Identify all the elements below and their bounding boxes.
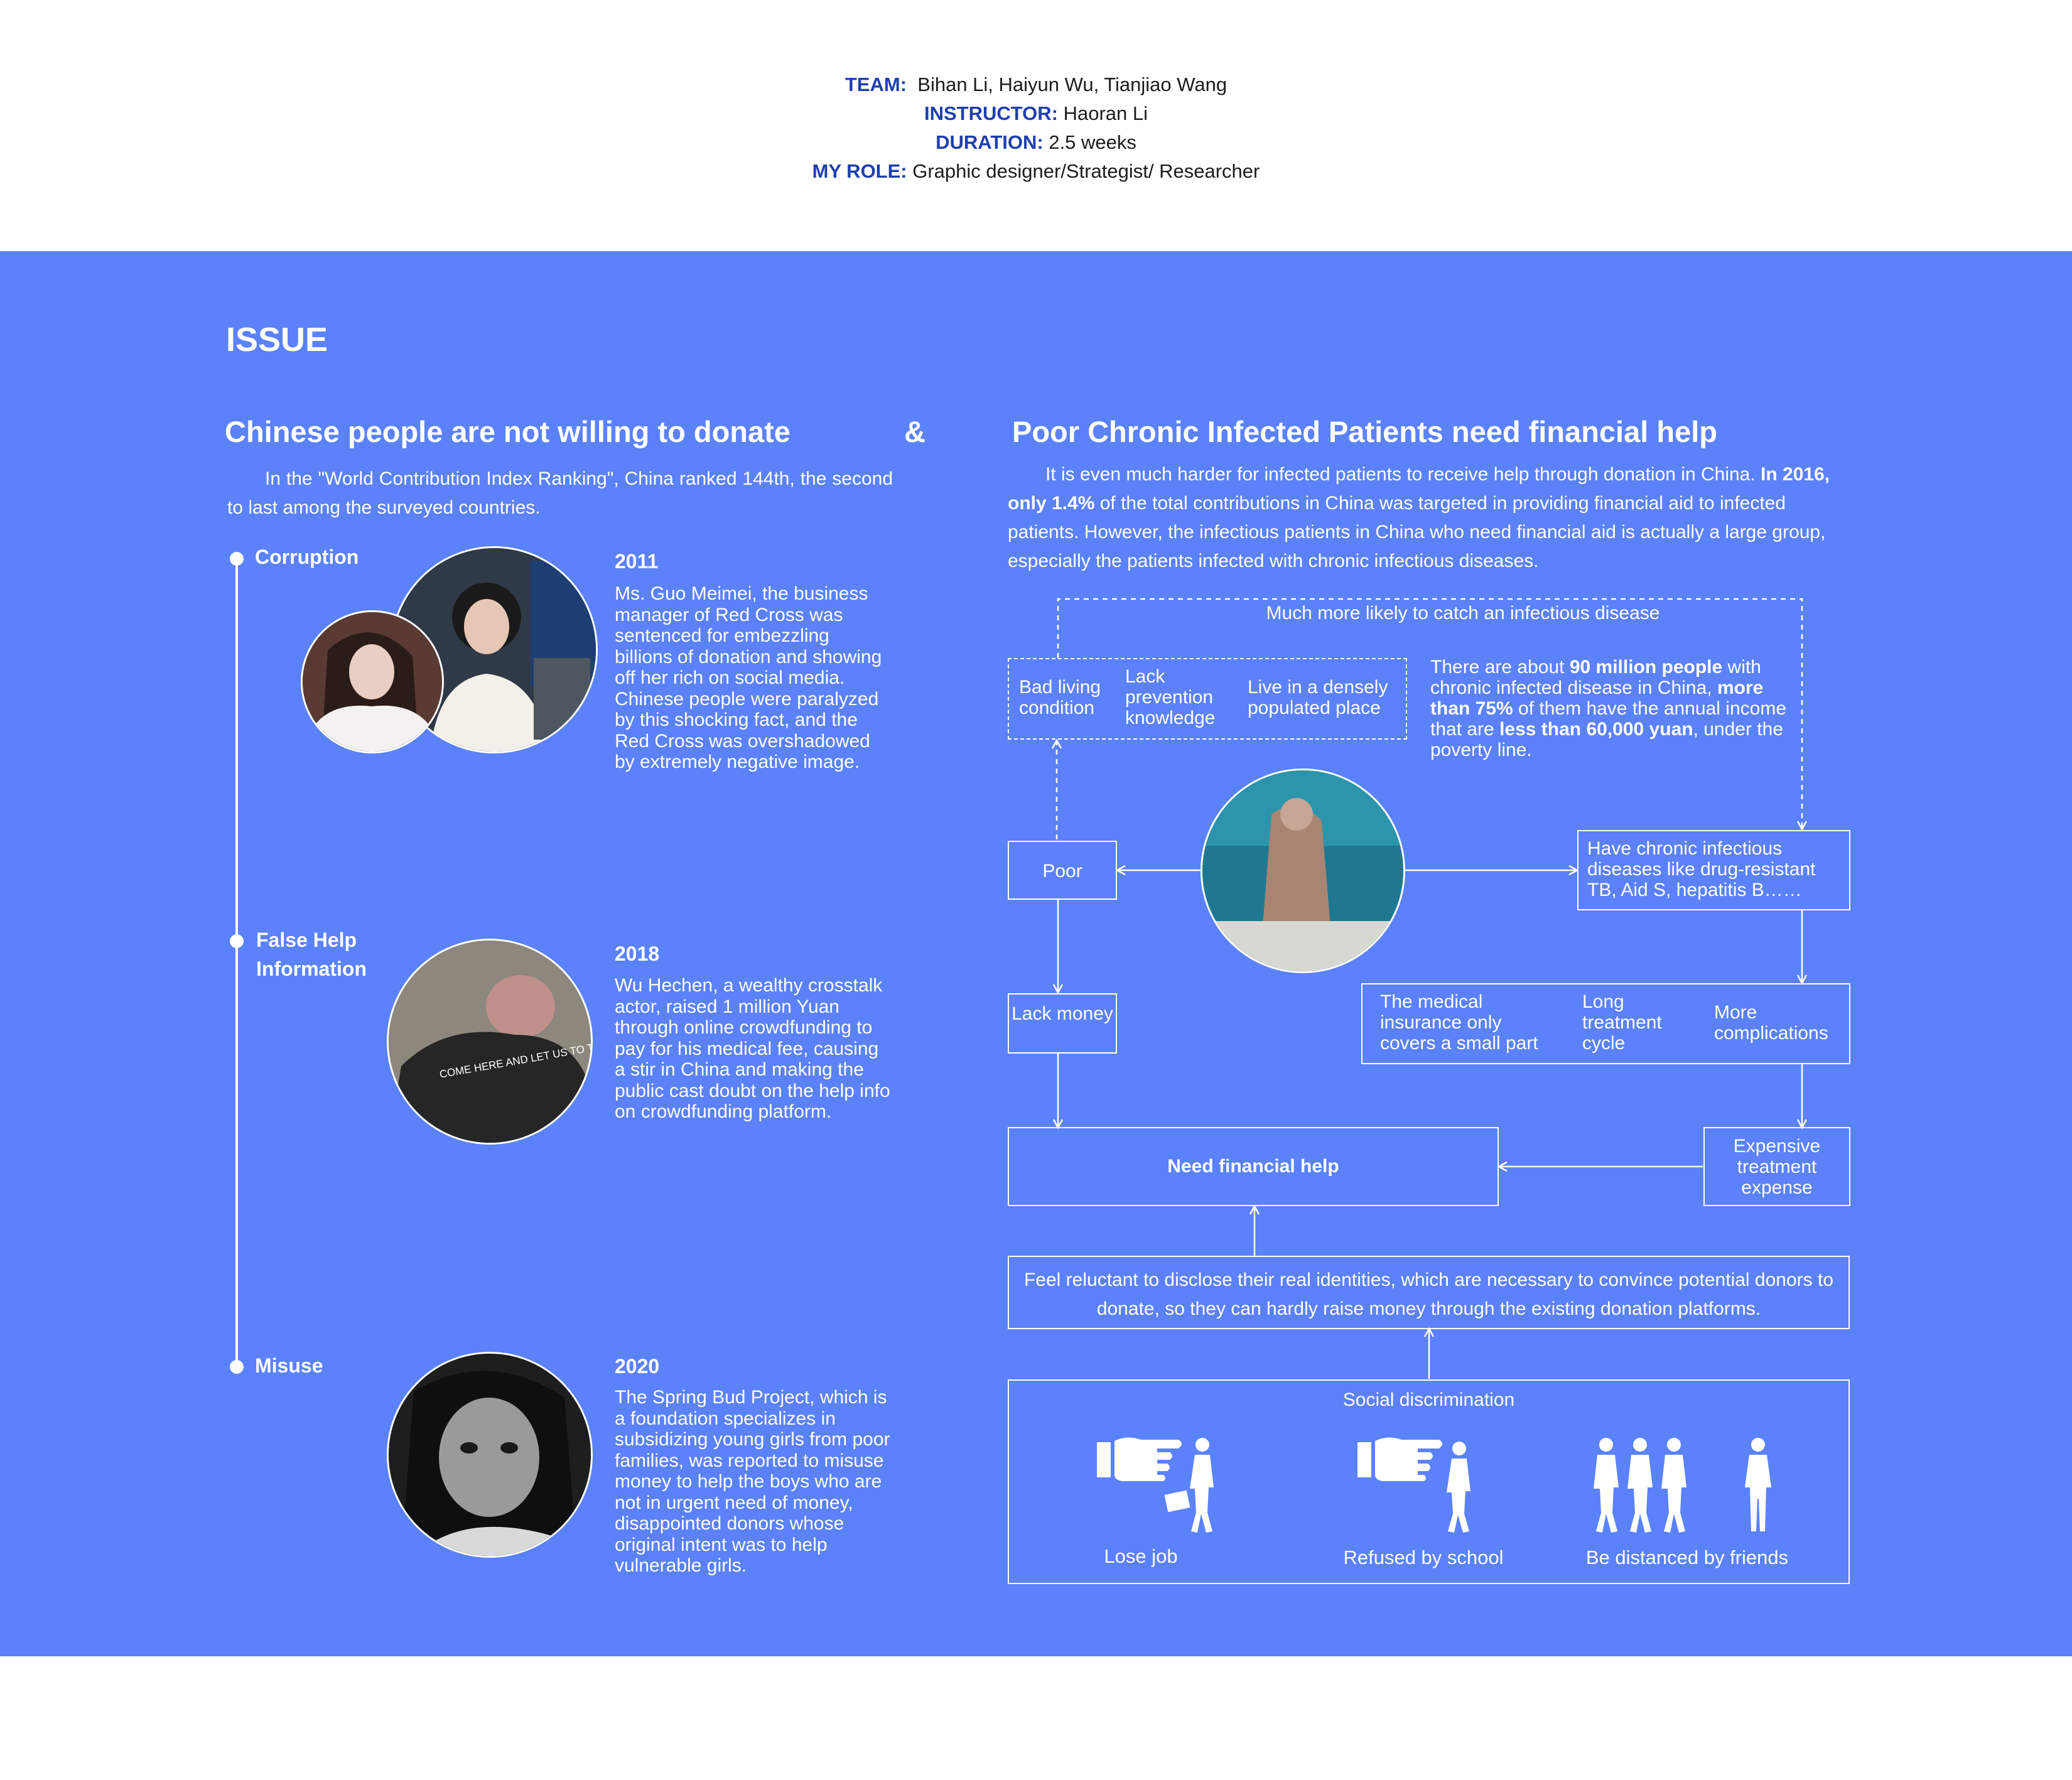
section-title: ISSUE	[226, 321, 328, 359]
duration-label: DURATION:	[936, 131, 1044, 153]
timeline-label-misuse: Misuse	[255, 1354, 323, 1377]
stat-bold-3: less than 60,000 yuan	[1499, 719, 1693, 740]
timeline-label-corruption: Corruption	[255, 546, 359, 568]
story-2020: The Spring Bud Project, which is a found…	[615, 1387, 890, 1576]
expensive-treatment-label: Expensive treatment expense	[1733, 1136, 1821, 1198]
ampersand: &	[904, 415, 925, 448]
photo-wu-hechen: COME HERE AND LET US TO THR	[387, 939, 593, 1145]
timeline-line	[235, 559, 238, 1367]
role-label: MY ROLE:	[812, 160, 907, 182]
role-row: MY ROLE: Graphic designer/Strategist/ Re…	[0, 157, 2072, 186]
social-discrimination-box: Social discrimination	[1008, 1379, 1850, 1584]
stat-text-1: There are about	[1430, 657, 1570, 677]
lack-money-label: Lack money	[1012, 1003, 1113, 1024]
refused-by-school-icon	[1357, 1437, 1470, 1533]
project-credits: TEAM: Bihan Li, Haiyun Wu, Tianjiao Wang…	[0, 70, 2072, 186]
insurance-label: The medical insurance only covers a smal…	[1380, 991, 1538, 1054]
poverty-stat: There are about 90 million people with c…	[1430, 657, 1794, 760]
timeline-dot-false-help	[230, 934, 244, 948]
team-value: Bihan Li, Haiyun Wu, Tianjiao Wang	[917, 73, 1228, 95]
story-2011: Ms. Guo Meimei, the business manager of …	[615, 583, 882, 772]
team-row: TEAM: Bihan Li, Haiyun Wu, Tianjiao Wang	[0, 70, 2072, 99]
timeline-dot-corruption	[230, 552, 244, 566]
left-intro: In the "World Contribution Index Ranking…	[227, 468, 893, 518]
timeline-label-false-help: False Help Information	[256, 925, 367, 983]
right-heading: Poor Chronic Infected Patients need fina…	[1012, 415, 1717, 448]
need-financial-help-label: Need financial help	[1167, 1156, 1339, 1177]
complications-label: More complications	[1714, 1002, 1828, 1044]
year-2020: 2020	[615, 1355, 660, 1378]
team-label: TEAM:	[844, 73, 907, 95]
photo-patient	[1201, 769, 1405, 973]
treatment-factors-box: The medical insurance only covers a smal…	[1361, 983, 1850, 1064]
top-dashed-label: Much more likely to catch an infectious …	[1266, 603, 1660, 623]
chronic-disease-label: Have chronic infectious diseases like dr…	[1587, 838, 1816, 900]
timeline-label-false-help-line2: Information	[256, 957, 367, 980]
story-2018: Wu Hechen, a wealthy crosstalk actor, ra…	[615, 975, 890, 1122]
cause-dense-population: Live in a densely populated place	[1248, 677, 1388, 718]
instructor-label: INSTRUCTOR:	[924, 102, 1058, 124]
duration-row: DURATION: 2.5 weeks	[0, 128, 2072, 157]
lose-job-label: Lose job	[1104, 1545, 1178, 1567]
year-2018: 2018	[615, 942, 660, 965]
stat-bold-1: 90 million people	[1569, 657, 1723, 677]
lose-job-icon	[1097, 1437, 1214, 1533]
timeline-dot-misuse	[230, 1360, 244, 1374]
long-treatment-label: Long treatment cycle	[1582, 991, 1662, 1054]
left-heading: Chinese people are not willing to donate	[225, 415, 790, 448]
duration-value: 2.5 weeks	[1049, 131, 1136, 153]
right-intro-1: It is even much harder for infected pati…	[1045, 464, 1756, 485]
year-2011: 2011	[615, 550, 659, 573]
stat-text-4: , under the poverty line.	[1430, 719, 1784, 760]
instructor-value: Haoran Li	[1063, 102, 1148, 124]
group-of-friends-icon	[1594, 1438, 1686, 1533]
right-intro: It is even much harder for infected pati…	[1008, 460, 1830, 576]
right-intro-bold: In 2016, only 1.4%	[1008, 464, 1830, 514]
refused-by-school-label: Refused by school	[1343, 1546, 1504, 1568]
photo-young-girl	[387, 1352, 593, 1558]
instructor-row: INSTRUCTOR: Haoran Li	[0, 99, 2072, 128]
chronic-disease-box: Have chronic infectious diseases like dr…	[1577, 830, 1850, 910]
photo-guo-meimei	[301, 610, 444, 753]
stat-bold-2: more than 75%	[1430, 677, 1764, 719]
causes-box: Bad living condition Lack prevention kno…	[1008, 658, 1407, 740]
reluctant-label: Feel reluctant to disclose their real id…	[1023, 1270, 1834, 1319]
cause-bad-living: Bad living condition	[1019, 677, 1101, 718]
stat-text-3: of them have the annual income that are	[1430, 698, 1786, 740]
reluctant-box: Feel reluctant to disclose their real id…	[1008, 1256, 1850, 1329]
issue-section-background	[0, 251, 2072, 1656]
need-financial-help-box: Need financial help	[1008, 1127, 1499, 1206]
social-discrimination-title: Social discrimination	[1342, 1389, 1515, 1410]
role-value: Graphic designer/Strategist/ Researcher	[912, 160, 1260, 182]
stat-text-2: with chronic infected disease in China,	[1430, 657, 1761, 698]
distanced-by-friends-label: Be distanced by friends	[1585, 1546, 1789, 1568]
poor-label: Poor	[1042, 861, 1082, 882]
timeline-label-false-help-line1: False Help	[256, 929, 357, 951]
lack-money-box: Lack money	[1008, 993, 1117, 1054]
expensive-treatment-box: Expensive treatment expense	[1703, 1127, 1850, 1206]
right-intro-2: of the total contributions in China was …	[1008, 493, 1826, 571]
lone-person-icon	[1745, 1438, 1771, 1531]
cause-lack-prevention: Lack prevention knowledge	[1125, 666, 1216, 728]
poor-box: Poor	[1008, 841, 1117, 900]
